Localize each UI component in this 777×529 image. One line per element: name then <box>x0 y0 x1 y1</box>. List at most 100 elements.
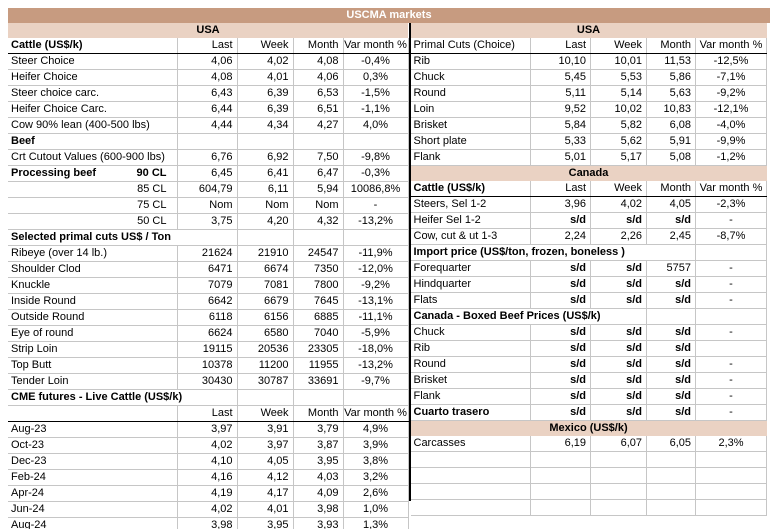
cell-month: 3,98 <box>293 501 344 518</box>
table-row: Hindquarter s/d s/d s/d - <box>410 276 767 293</box>
table-row: Cuarto trasero s/d s/d s/d - <box>410 404 767 421</box>
row-label: Carcasses <box>410 436 531 452</box>
row-label: Strip Loin <box>8 341 178 358</box>
cell-week: 2,26 <box>590 228 647 245</box>
cell-var: - <box>343 197 409 214</box>
table-row: Cow 90% lean (400-500 lbs) 4,44 4,34 4,27 4,… <box>8 117 409 134</box>
cell-last: 21624 <box>177 245 238 262</box>
row-label: Inside Round <box>8 293 178 310</box>
table-row: Loin 9,52 10,02 10,83 -12,1% <box>410 101 767 118</box>
cell-empty <box>646 451 696 468</box>
cell-empty <box>590 499 647 516</box>
cell-empty <box>343 229 409 246</box>
row-label-text: Steer choice carc. <box>11 87 100 99</box>
cell-empty <box>343 389 409 406</box>
cell-week: 5,82 <box>590 117 647 134</box>
cell-empty <box>293 389 344 406</box>
cell-empty <box>530 483 591 500</box>
cell-week: 3,91 <box>237 421 294 438</box>
cell-week: s/d <box>590 260 647 277</box>
table-row <box>410 483 767 500</box>
cell-last: s/d <box>530 260 591 277</box>
cell-last: 6118 <box>177 309 238 326</box>
row-label-text: Tender Loin <box>11 375 69 387</box>
cell-month: s/d <box>646 388 696 405</box>
column-header-var: Var month % <box>343 405 409 422</box>
cell-month: s/d <box>646 340 696 357</box>
cell-week: 6156 <box>237 309 294 326</box>
cell-month: 11,53 <box>646 53 696 70</box>
cell-var: - <box>695 404 767 421</box>
cell-week: 6674 <box>237 261 294 278</box>
cell-week: 6,11 <box>237 181 294 198</box>
row-label-text: Rib <box>413 342 431 354</box>
cell-month: 6,53 <box>293 85 344 102</box>
cell-week: s/d <box>590 276 647 293</box>
column-header-week: Week <box>590 38 647 54</box>
row-label: Flank <box>410 388 531 405</box>
cell-empty <box>590 467 647 484</box>
row-sublabel: 50 CL <box>137 215 167 227</box>
cell-var: 2,3% <box>695 436 767 452</box>
table-row: Steers, Sel 1-2 3,96 4,02 4,05 -2,3% <box>410 196 767 213</box>
table-row: Beef <box>8 133 409 150</box>
section-label: CME futures - Live Cattle (US$/k) <box>8 389 238 406</box>
row-sublabel: 90 CL <box>136 167 167 179</box>
row-label-text: Apr-24 <box>11 487 45 499</box>
cell-week: 6,39 <box>237 85 294 102</box>
cell-var: 3,9% <box>343 437 409 454</box>
cell-var: -12,0% <box>343 261 409 278</box>
cell-last: 9,52 <box>530 101 591 118</box>
table-row: Rib s/d s/d s/d <box>410 340 767 357</box>
table-row: Canada <box>410 165 767 181</box>
table-row: Heifer Choice 4,08 4,01 4,06 0,3% <box>8 69 409 86</box>
cell-week: 6,41 <box>237 165 294 182</box>
cell-month: s/d <box>646 276 696 293</box>
cell-last: 2,24 <box>530 228 591 245</box>
cell-var: -12,1% <box>695 101 767 118</box>
cell-empty <box>293 229 344 246</box>
cell-last: 7079 <box>177 277 238 294</box>
tables-container: USA Cattle (US$/k) Last Week Month Var month … <box>8 23 777 529</box>
cell-week: s/d <box>590 324 647 341</box>
cell-month: s/d <box>646 404 696 421</box>
table-row: Selected primal cuts US$ / Ton <box>8 229 409 246</box>
cell-week: 30787 <box>237 373 294 390</box>
cell-month: 6,47 <box>293 165 344 182</box>
row-label-text: Carcasses <box>413 437 466 449</box>
cell-week: 6,07 <box>590 436 647 452</box>
cell-var: 3,8% <box>343 453 409 470</box>
table-row: CME futures - Live Cattle (US$/k) <box>8 389 409 406</box>
column-header-var: Var month % <box>695 38 767 54</box>
cell-month: 23305 <box>293 341 344 358</box>
row-label: Round <box>410 356 531 373</box>
cell-week: 6,92 <box>237 149 294 166</box>
cell-week: s/d <box>590 292 647 309</box>
table-row: USA <box>410 23 767 38</box>
row-label-text: Heifer Sel 1-2 <box>413 214 481 226</box>
cell-week: 20536 <box>237 341 294 358</box>
section-label: Canada - Boxed Beef Prices (US$/k) <box>410 308 647 325</box>
cell-last: s/d <box>530 292 591 309</box>
row-label-text: Cuarto trasero <box>413 406 490 418</box>
table-row: Apr-24 4,19 4,17 4,09 2,6% <box>8 485 409 502</box>
table-row: Canada - Boxed Beef Prices (US$/k) <box>410 308 767 325</box>
row-label-text: Eye of round <box>11 327 74 339</box>
cell-var: -11,1% <box>343 309 409 326</box>
row-label: Heifer Sel 1-2 <box>410 212 531 229</box>
row-label: 85 CL <box>8 181 178 198</box>
cell-empty <box>410 499 531 516</box>
cell-month: s/d <box>646 372 696 389</box>
cell-month: 4,03 <box>293 469 344 486</box>
row-label: 75 CL <box>8 197 178 214</box>
row-label: Jun-24 <box>8 501 178 518</box>
table-row: 85 CL 604,79 6,11 5,94 10086,8% <box>8 181 409 198</box>
row-label: Hindquarter <box>410 276 531 293</box>
row-group-label: Cattle (US$/k) <box>8 38 178 54</box>
table-row: Mexico (US$/k) <box>410 420 767 436</box>
table-row: Brisket 5,84 5,82 6,08 -4,0% <box>410 117 767 134</box>
cell-week: 7081 <box>237 277 294 294</box>
cell-month: 3,79 <box>293 421 344 438</box>
table-row: Ribeye (over 14 lb.) 21624 21910 24547 -11,9… <box>8 245 409 262</box>
row-label-text: Aug-24 <box>11 519 47 529</box>
